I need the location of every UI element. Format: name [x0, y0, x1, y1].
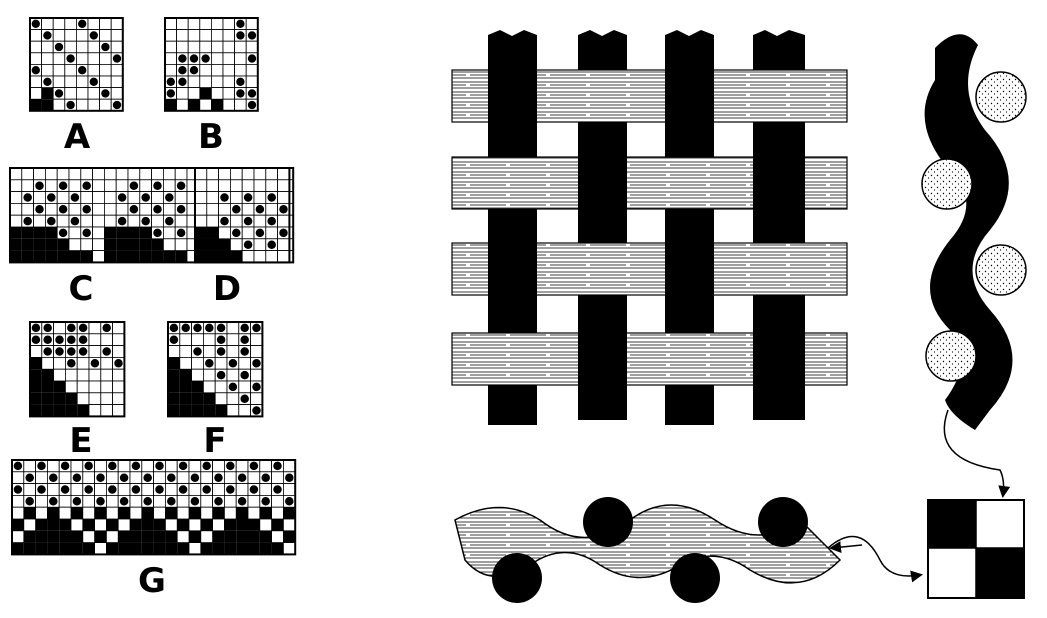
label-f: F	[203, 421, 227, 461]
grid-d	[194, 167, 291, 264]
warp-cross-section	[921, 34, 1027, 431]
plain-weave-illustration	[451, 30, 848, 425]
warp-threads	[488, 30, 805, 425]
grid-a	[29, 17, 124, 112]
label-d: D	[212, 269, 242, 309]
connector-arrows	[827, 409, 1011, 583]
grid-b	[164, 17, 259, 112]
label-b: B	[198, 117, 224, 157]
weft-cross-section	[454, 497, 842, 603]
warp-over-crossings	[488, 70, 805, 385]
grid-f	[167, 321, 264, 418]
label-c: C	[68, 269, 94, 309]
label-e: E	[69, 421, 93, 461]
grid-e	[29, 321, 126, 418]
label-a: A	[63, 117, 91, 157]
label-g: G	[138, 561, 166, 601]
plain-weave-key	[927, 499, 1025, 599]
grid-g	[11, 459, 297, 556]
